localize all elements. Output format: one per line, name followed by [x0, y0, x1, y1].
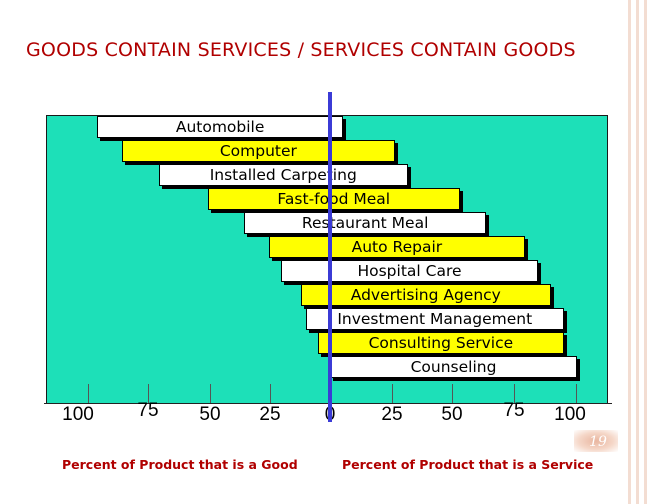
page-number-badge: [574, 430, 618, 452]
product-bar: Computer: [121, 140, 395, 162]
product-bar: Hospital Care: [281, 260, 538, 282]
axis-tick: [514, 384, 515, 403]
product-bar: Advertising Agency: [300, 284, 551, 306]
axis-tick-label: 75: [503, 400, 525, 421]
axis-tick-label: 75: [137, 400, 159, 421]
axis-tick-label: 25: [381, 404, 403, 425]
center-line: [328, 92, 332, 422]
frame-edge: [636, 0, 639, 504]
axis-tick-label: 100: [554, 404, 586, 425]
axis-tick: [148, 384, 149, 403]
axis-tick: [392, 384, 393, 403]
axis-tick: [576, 384, 577, 403]
page-number: 19: [589, 434, 607, 450]
axis-tick: [270, 384, 271, 403]
axis-tick-label: 50: [441, 404, 463, 425]
product-bar: Restaurant Meal: [244, 212, 486, 234]
axis-tick-label: 50: [199, 404, 221, 425]
diagram-panel: [46, 115, 608, 404]
product-bar: Consulting Service: [317, 332, 564, 354]
frame-edge: [628, 0, 631, 504]
product-bar: Investment Management: [305, 308, 564, 330]
axis-tick: [210, 384, 211, 403]
product-bar: Installed Carpeting: [158, 164, 408, 186]
product-bar: Fast-food Meal: [207, 188, 460, 210]
axis-tick: [452, 384, 453, 403]
goods-axis-caption: Percent of Product that is a Good: [62, 457, 298, 472]
product-bar: Counseling: [330, 356, 577, 378]
axis-tick-label: 25: [259, 404, 281, 425]
slide-title: GOODS CONTAIN SERVICES / SERVICES CONTAI…: [26, 39, 576, 61]
frame-edge: [644, 0, 647, 504]
axis-tick: [88, 384, 89, 403]
axis-tick-label: 100: [62, 404, 94, 425]
service-axis-caption: Percent of Product that is a Service: [342, 457, 594, 472]
product-bar: Automobile: [97, 116, 343, 138]
product-bar: Auto Repair: [268, 236, 525, 258]
